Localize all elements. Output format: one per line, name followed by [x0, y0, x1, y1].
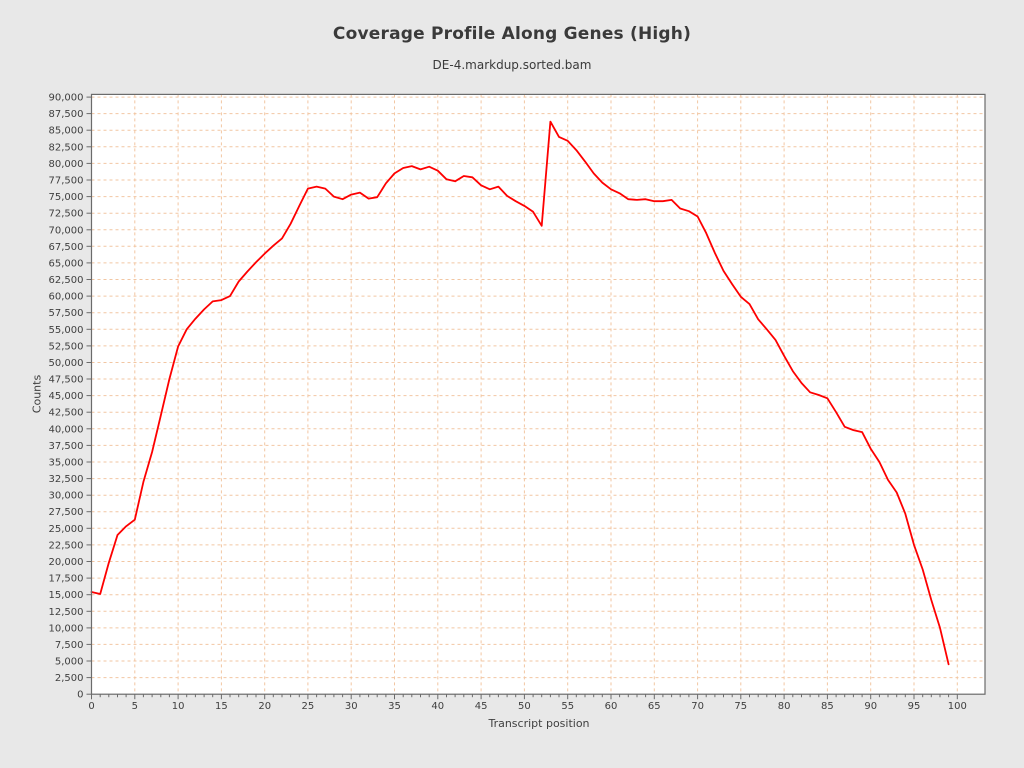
- plot-border: [90, 93, 986, 695]
- y-tick-label: 85,000: [49, 126, 84, 137]
- y-tick-label: 0: [77, 690, 83, 701]
- x-tick-label: 60: [605, 701, 618, 712]
- y-tick-label: 42,500: [49, 408, 84, 419]
- x-tick-label: 45: [475, 701, 488, 712]
- y-tick-label: 90,000: [49, 93, 84, 104]
- y-tick-label: 87,500: [49, 109, 84, 120]
- x-tick-label: 95: [908, 701, 921, 712]
- y-tick-label: 57,500: [49, 308, 84, 319]
- y-tick-label: 30,000: [49, 491, 84, 502]
- y-tick-label: 62,500: [49, 275, 84, 286]
- y-tick-label: 65,000: [49, 258, 84, 269]
- y-tick-label: 47,500: [49, 375, 84, 386]
- x-tick-label: 15: [215, 701, 228, 712]
- y-tick-label: 5,000: [55, 657, 84, 668]
- y-tick-label: 20,000: [49, 557, 84, 568]
- y-tick-label: 75,000: [49, 192, 84, 203]
- x-tick-label: 90: [864, 701, 877, 712]
- y-tick-label: 25,000: [49, 524, 84, 535]
- x-tick-label: 50: [518, 701, 531, 712]
- x-axis-label: Transcript position: [488, 717, 590, 730]
- y-tick-label: 17,500: [49, 574, 84, 585]
- y-axis-label: Counts: [30, 374, 44, 414]
- y-tick-label: 52,500: [49, 341, 84, 352]
- x-tick-label: 25: [302, 701, 315, 712]
- y-tick-label: 40,000: [49, 424, 84, 435]
- x-tick-label: 10: [172, 701, 185, 712]
- y-tick-label: 10,000: [49, 623, 84, 634]
- y-tick-label: 80,000: [49, 159, 84, 170]
- x-tick-label: 70: [691, 701, 704, 712]
- y-tick-label: 22,500: [49, 540, 84, 551]
- x-tick-label: 40: [431, 701, 444, 712]
- y-tick-label: 32,500: [49, 474, 84, 485]
- y-tick-label: 27,500: [49, 507, 84, 518]
- x-tick-label: 80: [778, 701, 791, 712]
- x-tick-label: 5: [132, 701, 138, 712]
- x-tick-label: 85: [821, 701, 834, 712]
- y-tick-label: 55,000: [49, 325, 84, 336]
- chart-subtitle: DE-4.markdup.sorted.bam: [432, 58, 592, 72]
- y-tick-label: 82,500: [49, 142, 84, 153]
- y-tick-label: 7,500: [55, 640, 84, 651]
- y-tick-label: 15,000: [49, 590, 84, 601]
- x-tick-label: 75: [734, 701, 747, 712]
- x-tick-label: 0: [88, 701, 94, 712]
- y-tick-label: 72,500: [49, 209, 84, 220]
- x-tick-label: 20: [258, 701, 271, 712]
- plot-area: [91, 94, 985, 695]
- y-tick-label: 2,500: [55, 673, 84, 684]
- y-tick-label: 45,000: [49, 391, 84, 402]
- coverage-line: [90, 120, 950, 666]
- y-tick-label: 35,000: [49, 458, 84, 469]
- y-tick-label: 50,000: [49, 358, 84, 369]
- y-tick-label: 12,500: [49, 607, 84, 618]
- y-tick-label: 70,000: [49, 225, 84, 236]
- y-tick-label: 37,500: [49, 441, 84, 452]
- y-tick-label: 77,500: [49, 176, 84, 187]
- y-tick-label: 67,500: [49, 242, 84, 253]
- x-tick-label: 65: [648, 701, 661, 712]
- y-tick-label: 60,000: [49, 292, 84, 303]
- chart-title: Coverage Profile Along Genes (High): [332, 24, 692, 44]
- x-tick-label: 55: [561, 701, 574, 712]
- x-tick-label: 100: [948, 701, 967, 712]
- x-tick-label: 30: [345, 701, 358, 712]
- x-tick-label: 35: [388, 701, 401, 712]
